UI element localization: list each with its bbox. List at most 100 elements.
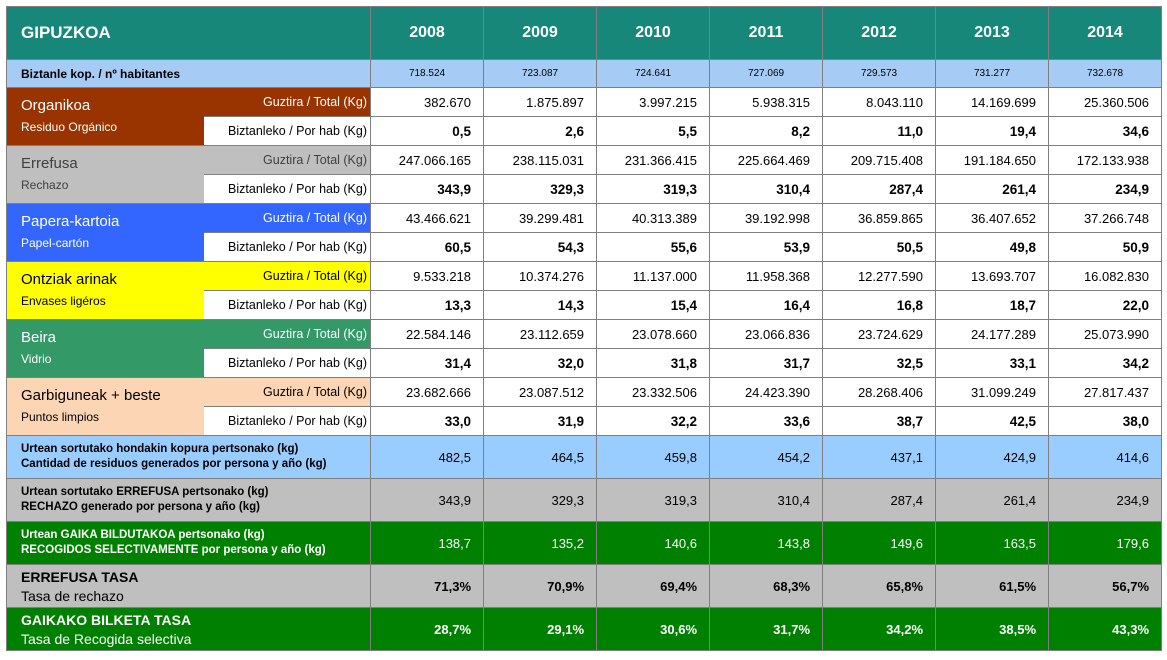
rate-label-es: Tasa de Recogida selectiva (21, 630, 192, 647)
per-hab-value: 22,0 (1048, 290, 1163, 320)
total-value: 36.407.652 (935, 203, 1050, 233)
per-hab-value: 53,9 (709, 232, 824, 262)
total-value: 25.073.990 (1048, 319, 1163, 349)
total-value: 14.169.699 (935, 87, 1050, 117)
summary-value: 287,4 (822, 478, 937, 522)
rate-value: 30,6% (596, 607, 711, 651)
year-header: 2009 (483, 6, 598, 60)
summary-value: 310,4 (709, 478, 824, 522)
per-hab-value: 55,6 (596, 232, 711, 262)
category-label: Errefusa Rechazo (6, 145, 204, 204)
total-value: 36.859.865 (822, 203, 937, 233)
per-hab-value: 60,5 (370, 232, 485, 262)
category-name-es: Vidrio (21, 352, 52, 366)
rate-value: 65,8% (822, 564, 937, 608)
per-hab-value: 31,8 (596, 348, 711, 378)
per-hab-value: 5,5 (596, 116, 711, 146)
per-hab-value: 33,1 (935, 348, 1050, 378)
total-value: 12.277.590 (822, 261, 937, 291)
summary-label-es: RECOGIDOS SELECTIVAMENTE por persona y a… (21, 544, 326, 556)
unit-per-hab-label: Biztanleko / Por hab (Kg) (203, 406, 372, 436)
per-hab-value: 261,4 (935, 174, 1050, 204)
per-hab-value: 34,6 (1048, 116, 1163, 146)
per-hab-value: 33,6 (709, 406, 824, 436)
category-name-es: Puntos limpios (21, 410, 100, 424)
total-value: 238.115.031 (483, 145, 598, 175)
rate-value: 38,5% (935, 607, 1050, 651)
summary-label-es: RECHAZO generado por persona y año (kg) (21, 501, 260, 513)
total-value: 31.099.249 (935, 377, 1050, 407)
total-value: 39.299.481 (483, 203, 598, 233)
summary-label: Urtean sortutako hondakin kopura pertson… (5, 435, 372, 479)
per-hab-value: 329,3 (483, 174, 598, 204)
total-value: 8.043.110 (822, 87, 937, 117)
category-total-row: Ontziak arinak Envases ligéros Guztira / T… (6, 261, 1163, 320)
unit-per-hab-label: Biztanleko / Por hab (Kg) (203, 174, 372, 204)
unit-total-label: Guztira / Total (Kg) (203, 203, 372, 233)
category-label: Organikoa Residuo Orgánico (6, 87, 204, 146)
category-name-es: Papel-cartón (21, 236, 90, 250)
population-label: Biztanle kop. / nº habitantes (5, 59, 372, 88)
summary-value: 319,3 (596, 478, 711, 522)
per-hab-value: 343,9 (370, 174, 485, 204)
per-hab-value: 31,9 (483, 406, 598, 436)
category-name-es: Rechazo (21, 178, 69, 192)
year-header: 2012 (822, 6, 937, 60)
per-hab-value: 34,2 (1048, 348, 1163, 378)
unit-total-label: Guztira / Total (Kg) (203, 261, 372, 291)
per-hab-value: 2,6 (483, 116, 598, 146)
rate-value: 56,7% (1048, 564, 1163, 608)
rate-value: 71,3% (370, 564, 485, 608)
table-title: GIPUZKOA (5, 6, 372, 60)
unit-total-label: Guztira / Total (Kg) (203, 377, 372, 407)
summary-value: 140,6 (596, 521, 711, 565)
total-value: 24.177.289 (935, 319, 1050, 349)
summary-value: 234,9 (1048, 478, 1163, 522)
summary-label-eu: Urtean GAIKA BILDUTAKOA pertsonako (kg) (21, 529, 265, 541)
category-total-row: Errefusa Rechazo Guztira / Total (Kg) 247.0… (6, 145, 1163, 204)
total-value: 11.958.368 (709, 261, 824, 291)
summary-value: 424,9 (935, 435, 1050, 479)
year-header: 2008 (370, 6, 485, 60)
category-label: Beira Vidrio (6, 319, 204, 378)
total-value: 28.268.406 (822, 377, 937, 407)
category-per-hab-row: Biztanleko / Por hab (Kg) 60,5 54,3 55,6 53,… (7, 232, 1163, 262)
total-value: 39.192.998 (709, 203, 824, 233)
per-hab-value: 15,4 (596, 290, 711, 320)
summary-value: 261,4 (935, 478, 1050, 522)
summary-value: 464,5 (483, 435, 598, 479)
category-per-hab-row: Biztanleko / Por hab (Kg) 31,4 32,0 31,8 31,… (7, 348, 1163, 378)
total-value: 37.266.748 (1048, 203, 1163, 233)
total-value: 23.724.629 (822, 319, 937, 349)
rate-value: 28,7% (370, 607, 485, 651)
total-value: 191.184.650 (935, 145, 1050, 175)
total-value: 9.533.218 (370, 261, 485, 291)
waste-statistics-table: GIPUZKOA 2008 2009 2010 2011 2012 2013 2… (5, 6, 1163, 651)
per-hab-value: 38,7 (822, 406, 937, 436)
total-value: 22.584.146 (370, 319, 485, 349)
total-value: 231.366.415 (596, 145, 711, 175)
rate-value: 61,5% (935, 564, 1050, 608)
rate-value: 70,9% (483, 564, 598, 608)
total-value: 382.670 (370, 87, 485, 117)
per-hab-value: 13,3 (370, 290, 485, 320)
rate-label-eu: GAIKAKO BILKETA TASA (21, 611, 192, 628)
category-name-eu: Errefusa (21, 155, 78, 172)
rate-value: 29,1% (483, 607, 598, 651)
population-value: 724.641 (596, 59, 711, 88)
category-name-es: Residuo Orgánico (21, 120, 118, 134)
category-label: Garbiguneak + beste Puntos limpios (6, 377, 204, 436)
unit-per-hab-label: Biztanleko / Por hab (Kg) (203, 290, 372, 320)
total-value: 5.938.315 (709, 87, 824, 117)
per-hab-value: 14,3 (483, 290, 598, 320)
total-value: 16.082.830 (1048, 261, 1163, 291)
header-row: GIPUZKOA 2008 2009 2010 2011 2012 2013 2… (5, 6, 1163, 60)
per-hab-value: 38,0 (1048, 406, 1163, 436)
total-value: 23.682.666 (370, 377, 485, 407)
rate-row: ERREFUSA TASA Tasa de rechazo 71,3% 70,9% 69… (5, 564, 1163, 608)
category-name-eu: Ontziak arinak (21, 271, 117, 288)
per-hab-value: 32,0 (483, 348, 598, 378)
total-value: 24.423.390 (709, 377, 824, 407)
category-label: Ontziak arinak Envases ligéros (6, 261, 204, 320)
per-hab-value: 310,4 (709, 174, 824, 204)
